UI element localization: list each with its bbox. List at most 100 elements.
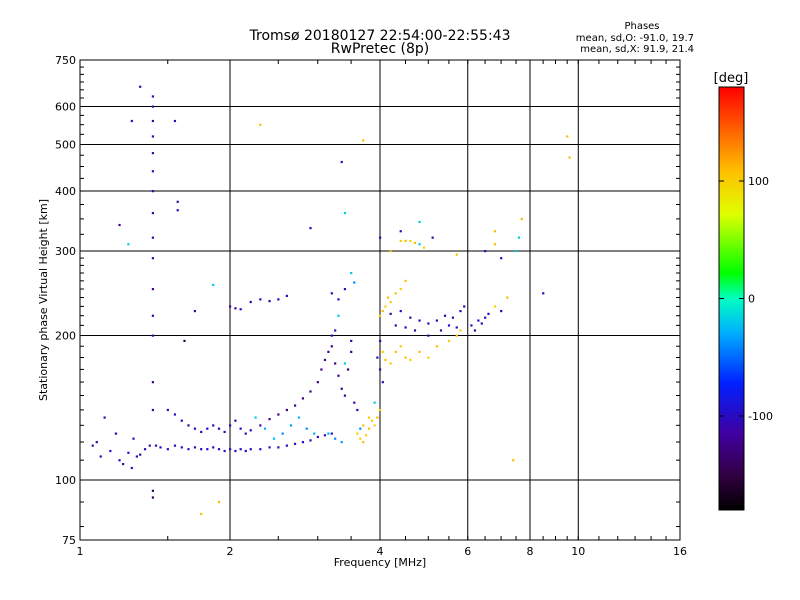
data-point bbox=[289, 424, 293, 427]
data-point bbox=[517, 236, 521, 239]
data-point bbox=[381, 381, 384, 384]
data-point bbox=[512, 459, 515, 462]
data-point bbox=[173, 119, 177, 123]
data-point bbox=[249, 429, 252, 432]
data-point bbox=[151, 95, 155, 98]
data-point bbox=[316, 435, 319, 439]
data-point bbox=[337, 374, 340, 377]
data-point bbox=[330, 292, 333, 295]
grid bbox=[79, 59, 680, 541]
data-point bbox=[340, 387, 343, 390]
data-point bbox=[259, 424, 262, 427]
data-point bbox=[223, 449, 226, 453]
chart-title: Tromsø 20180127 22:54:00-22:55:43 bbox=[249, 28, 511, 44]
data-point bbox=[362, 139, 365, 142]
data-point bbox=[389, 250, 392, 253]
data-point bbox=[173, 444, 177, 447]
data-point bbox=[239, 427, 242, 430]
data-point bbox=[187, 424, 190, 427]
data-point bbox=[356, 408, 359, 412]
data-point bbox=[154, 444, 158, 447]
data-point bbox=[151, 408, 155, 412]
data-point bbox=[151, 334, 155, 337]
data-point bbox=[365, 434, 368, 437]
data-point bbox=[443, 314, 447, 317]
data-point bbox=[323, 434, 327, 437]
data-point bbox=[285, 444, 288, 447]
data-point bbox=[459, 329, 462, 332]
stats-o-mode: mean, sd,O: -91.0, 19.7 bbox=[576, 33, 694, 44]
stats-x-mode: mean, sd,X: 91.9, 21.4 bbox=[580, 44, 694, 55]
data-point bbox=[114, 432, 118, 435]
data-point bbox=[139, 85, 142, 88]
data-point bbox=[568, 156, 571, 159]
data-point bbox=[362, 441, 365, 444]
data-point bbox=[566, 135, 569, 138]
x-tick-label: 6 bbox=[464, 545, 471, 558]
x-tick-label: 16 bbox=[673, 545, 687, 558]
data-point bbox=[103, 416, 106, 419]
colorbar-tick-label: -100 bbox=[748, 410, 773, 423]
data-point bbox=[281, 432, 284, 435]
data-point bbox=[313, 432, 316, 435]
data-point bbox=[340, 441, 343, 444]
data-point bbox=[399, 345, 402, 348]
data-point bbox=[394, 292, 397, 295]
data-point bbox=[268, 418, 271, 421]
data-point bbox=[118, 459, 121, 462]
data-point bbox=[515, 250, 518, 253]
data-point bbox=[394, 350, 397, 353]
data-point bbox=[447, 324, 451, 327]
data-point bbox=[343, 288, 347, 291]
y-tick-label: 750 bbox=[55, 54, 76, 67]
data-point bbox=[151, 496, 155, 499]
data-point bbox=[151, 236, 155, 239]
data-point bbox=[353, 401, 356, 404]
data-point bbox=[109, 449, 112, 453]
data-point bbox=[500, 309, 503, 313]
colorbar-tick-label: 0 bbox=[748, 293, 755, 306]
data-point bbox=[422, 246, 426, 249]
data-point bbox=[193, 427, 197, 430]
data-point bbox=[323, 358, 327, 362]
data-point bbox=[135, 455, 138, 458]
data-point bbox=[151, 381, 155, 384]
data-point bbox=[404, 279, 407, 283]
data-point bbox=[176, 209, 179, 212]
data-point bbox=[151, 489, 155, 492]
data-point bbox=[166, 408, 169, 412]
data-point bbox=[413, 241, 417, 245]
data-point bbox=[263, 427, 267, 430]
data-point bbox=[463, 305, 466, 308]
data-point bbox=[330, 345, 333, 348]
data-point bbox=[151, 170, 155, 173]
data-point bbox=[484, 316, 487, 319]
data-point bbox=[376, 416, 379, 419]
y-tick-label: 500 bbox=[55, 139, 76, 152]
data-point bbox=[249, 448, 252, 451]
y-tick-label: 100 bbox=[55, 474, 76, 487]
data-point bbox=[99, 455, 102, 458]
data-point bbox=[297, 416, 301, 419]
data-point bbox=[293, 404, 297, 407]
data-point bbox=[473, 329, 477, 332]
data-point bbox=[447, 339, 451, 343]
data-point bbox=[404, 239, 407, 243]
data-point bbox=[500, 257, 503, 260]
data-point bbox=[340, 160, 343, 164]
y-axis-ticks: 75 100 200 300 400 500 600 750 bbox=[55, 54, 680, 547]
data-point bbox=[130, 119, 133, 123]
data-point bbox=[151, 135, 155, 138]
data-point bbox=[229, 305, 232, 308]
data-point bbox=[217, 448, 221, 451]
data-point bbox=[337, 298, 340, 301]
data-point bbox=[151, 314, 155, 317]
data-point bbox=[343, 212, 347, 215]
y-tick-label: 75 bbox=[62, 534, 76, 547]
x-tick-label: 4 bbox=[377, 545, 384, 558]
data-point bbox=[399, 230, 402, 233]
data-point bbox=[259, 448, 262, 451]
data-point bbox=[180, 419, 183, 422]
x-tick-label: 2 bbox=[227, 545, 234, 558]
data-point bbox=[249, 300, 252, 304]
